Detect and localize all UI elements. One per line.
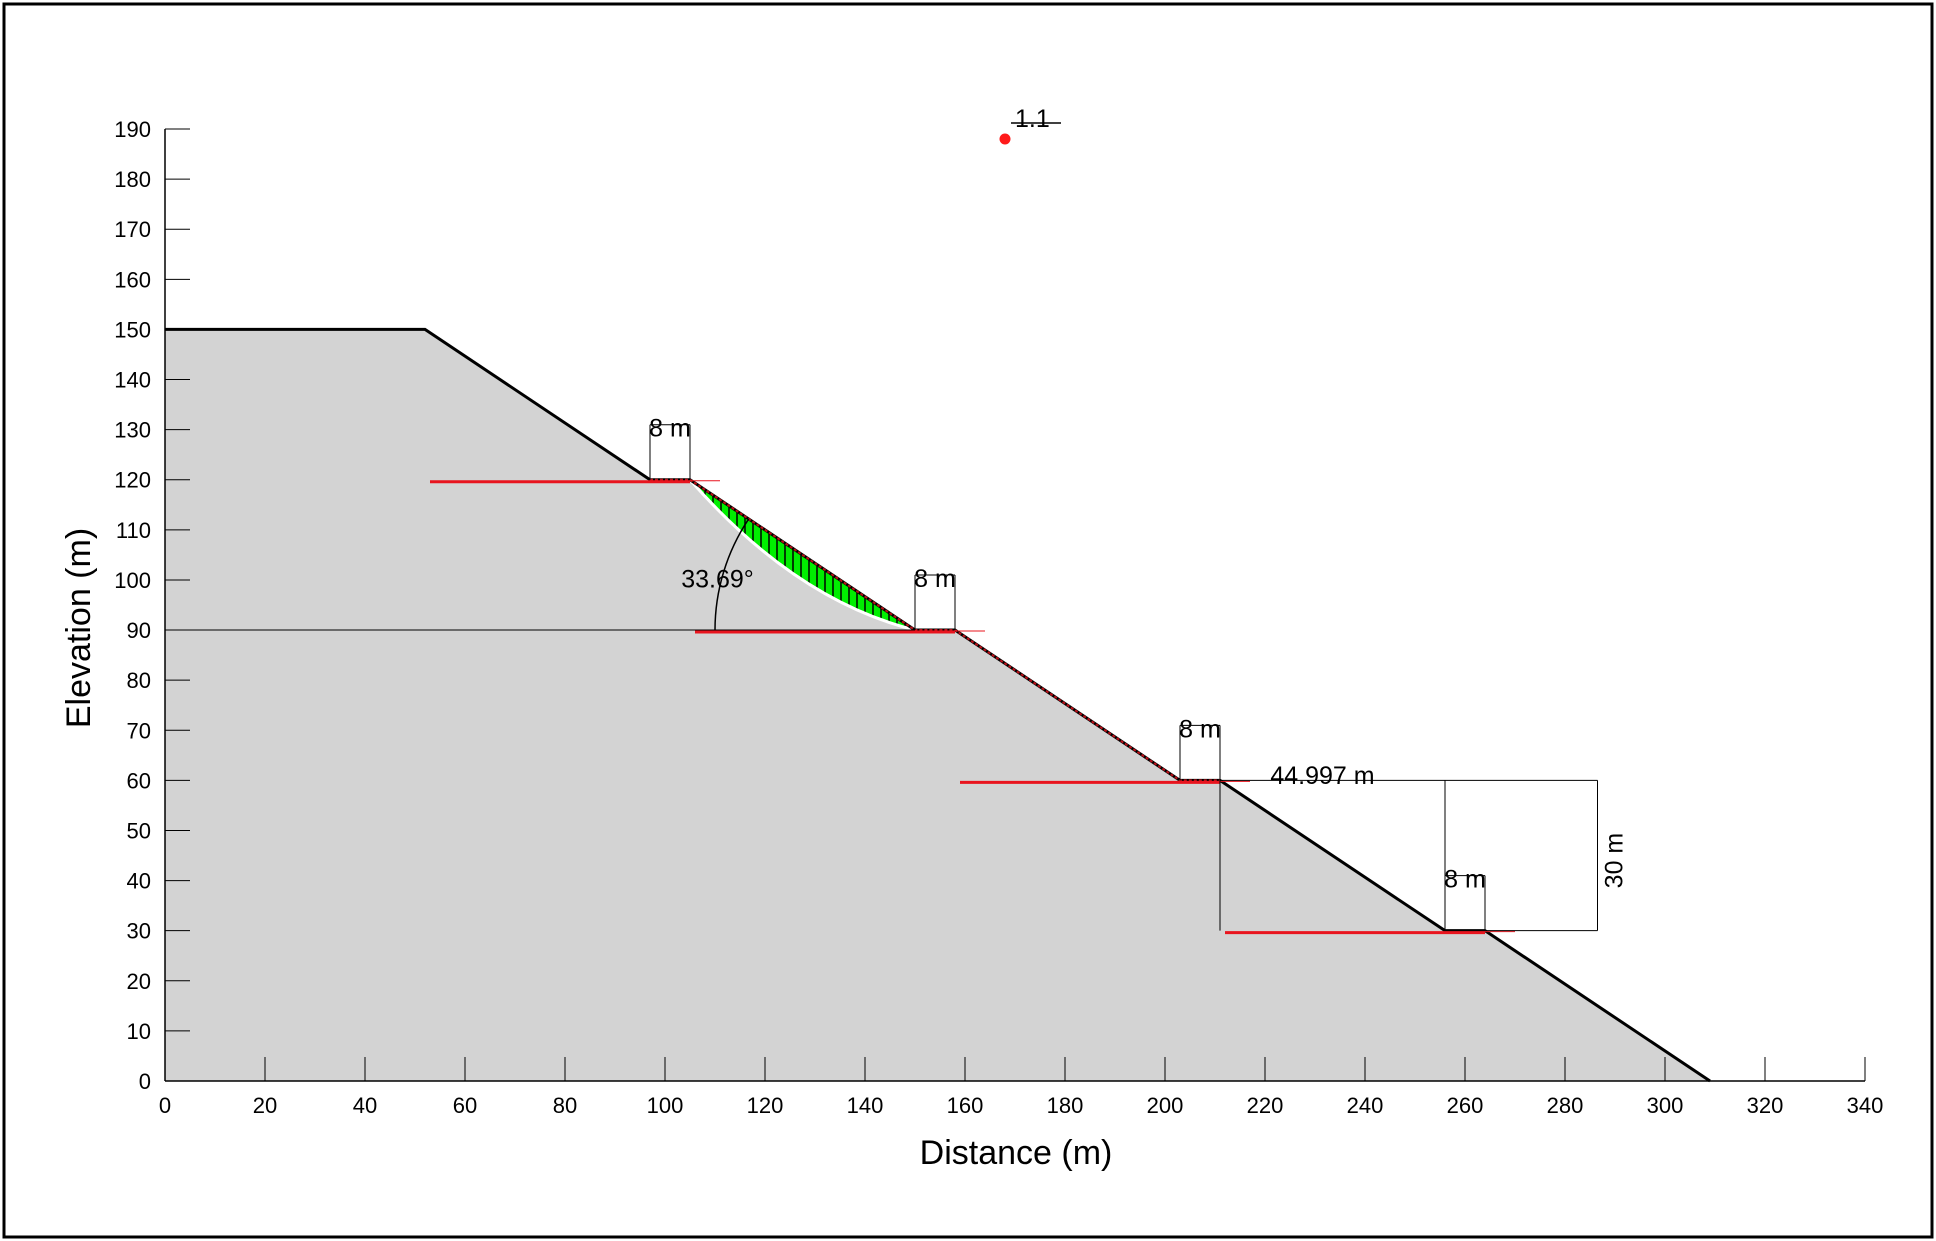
slip-surface bbox=[688, 478, 916, 632]
bench-width-label: 8 m bbox=[649, 415, 691, 443]
angle-label: 33.69° bbox=[681, 565, 754, 593]
y-tick-label: 160 bbox=[114, 267, 151, 292]
y-tick-label: 40 bbox=[127, 869, 151, 894]
y-tick-label: 80 bbox=[127, 668, 151, 693]
x-tick-label: 0 bbox=[159, 1093, 171, 1118]
y-tick-label: 150 bbox=[114, 317, 151, 342]
dimension-annotations: 8 m 8 m 8 m 8 m 33.69° 44.997 m 30 m bbox=[165, 415, 1629, 932]
y-tick-label: 100 bbox=[114, 568, 151, 593]
x-axis-title: Distance (m) bbox=[920, 1134, 1113, 1172]
y-tick-label: 130 bbox=[114, 418, 151, 443]
x-tick-label: 80 bbox=[553, 1093, 577, 1118]
y-tick-label: 110 bbox=[116, 518, 151, 543]
x-tick-label: 220 bbox=[1247, 1093, 1284, 1118]
soil-polygon bbox=[165, 329, 1710, 1082]
y-tick-label: 20 bbox=[127, 969, 151, 994]
x-tick-label: 40 bbox=[353, 1093, 377, 1118]
y-tick-label: 90 bbox=[127, 618, 151, 643]
x-tick-label: 180 bbox=[1047, 1093, 1084, 1118]
slope-profile: 1.1 bbox=[165, 105, 1711, 1083]
y-tick-label: 30 bbox=[127, 919, 151, 944]
y-tick-label: 180 bbox=[114, 167, 151, 192]
y-tick-label: 50 bbox=[127, 818, 151, 843]
x-tick-label: 320 bbox=[1747, 1093, 1784, 1118]
y-tick-label: 120 bbox=[114, 468, 151, 493]
x-tick-label: 200 bbox=[1147, 1093, 1184, 1118]
y-axis-title: Elevation (m) bbox=[60, 528, 98, 728]
x-tick-label: 260 bbox=[1447, 1093, 1484, 1118]
soil-region bbox=[165, 329, 1710, 1082]
y-tick-label: 70 bbox=[127, 718, 151, 743]
x-tick-label: 60 bbox=[453, 1093, 477, 1118]
y-tick-label: 190 bbox=[114, 117, 151, 142]
critical-center-label: 1.1 bbox=[1015, 105, 1050, 133]
x-tick-label: 120 bbox=[747, 1093, 784, 1118]
x-tick-label: 20 bbox=[253, 1093, 277, 1118]
y-tick-label: 60 bbox=[127, 768, 151, 793]
x-tick-label: 100 bbox=[647, 1093, 684, 1118]
bench-width-label: 8 m bbox=[1444, 866, 1486, 894]
y-tick-label: 140 bbox=[114, 368, 151, 393]
bench-width-label: 8 m bbox=[914, 565, 956, 593]
x-tick-label: 240 bbox=[1347, 1093, 1384, 1118]
critical-center-point bbox=[999, 133, 1011, 145]
x-tick-label: 340 bbox=[1847, 1093, 1884, 1118]
axes: 0 10 20 30 40 50 60 70 80 90 100 110 120 130 140 150 160… bbox=[114, 117, 1883, 1118]
x-tick-label: 300 bbox=[1647, 1093, 1684, 1118]
x-tick-label: 160 bbox=[947, 1093, 984, 1118]
x-tick-label: 140 bbox=[847, 1093, 884, 1118]
slope-face-overlay bbox=[650, 478, 1220, 782]
y-tick-label: 10 bbox=[127, 1019, 151, 1044]
horizontal-distance-label: 44.997 m bbox=[1270, 762, 1374, 790]
bench-width-label: 8 m bbox=[1179, 715, 1221, 743]
x-tick-label: 280 bbox=[1547, 1093, 1584, 1118]
y-tick-label: 170 bbox=[114, 217, 151, 242]
y-tick-label: 0 bbox=[139, 1069, 151, 1094]
vertical-height-label: 30 m bbox=[1601, 833, 1629, 889]
angle-arc bbox=[714, 518, 750, 631]
